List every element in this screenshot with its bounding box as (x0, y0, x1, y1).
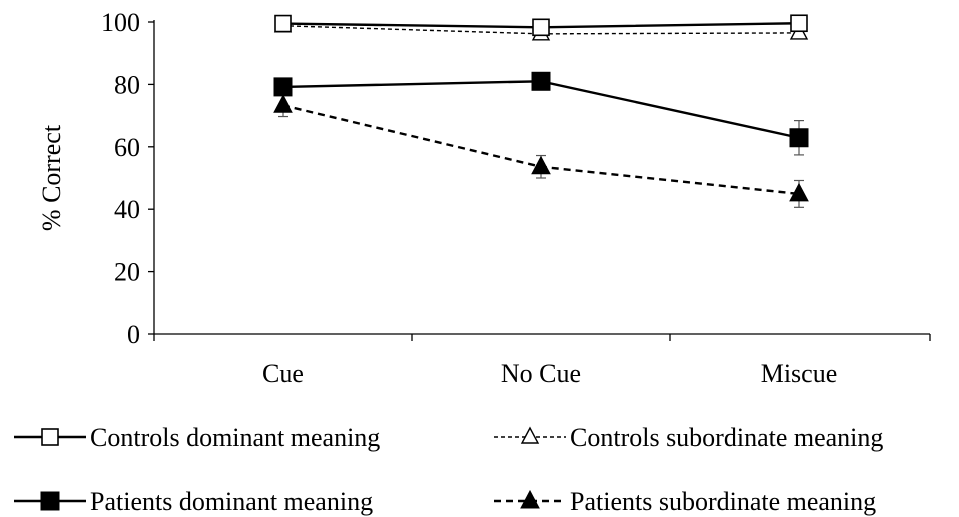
y-tick-labels: 0 20 40 60 80 100 (101, 8, 140, 349)
legend-marker (520, 489, 540, 509)
legend-marker (520, 426, 540, 444)
series-2 (273, 71, 809, 156)
y-tick-label: 0 (127, 320, 140, 349)
data-point (273, 94, 293, 113)
legend-item: Patients subordinate meaning (494, 487, 876, 516)
series-line (282, 25, 800, 35)
data-point (273, 77, 293, 97)
legend-label: Patients dominant meaning (90, 487, 373, 516)
y-tick-label: 100 (101, 8, 140, 37)
axes (148, 20, 931, 341)
y-tick-label: 60 (114, 133, 140, 162)
data-point (790, 14, 808, 33)
series-3 (273, 93, 809, 208)
legend-label: Controls subordinate meaning (570, 423, 883, 452)
legend-label: Patients subordinate meaning (570, 487, 876, 516)
y-tick-label: 40 (114, 195, 140, 224)
legend-label: Controls dominant meaning (90, 423, 380, 452)
series-layer (273, 14, 809, 208)
data-point (789, 182, 809, 202)
series-line (282, 104, 800, 196)
data-point (532, 18, 550, 37)
x-tick-label: Miscue (761, 359, 838, 388)
legend-item: Controls dominant meaning (14, 423, 380, 452)
y-axis-label: % Correct (37, 124, 66, 231)
data-point (531, 71, 551, 91)
data-point (789, 128, 809, 148)
legend-marker (40, 491, 60, 511)
x-tick-labels: Cue No Cue Miscue (262, 359, 837, 388)
x-tick-label: No Cue (501, 359, 581, 388)
y-tick-label: 80 (114, 70, 140, 99)
x-tick-label: Cue (262, 359, 304, 388)
legend-marker (41, 428, 59, 446)
data-point (274, 14, 292, 33)
legend-item: Controls subordinate meaning (494, 423, 883, 452)
y-tick-label: 20 (114, 258, 140, 287)
series-0 (274, 14, 808, 37)
data-point (531, 155, 551, 175)
legend-item: Patients dominant meaning (14, 487, 373, 516)
legend: Controls dominant meaning Controls subord… (14, 423, 883, 516)
